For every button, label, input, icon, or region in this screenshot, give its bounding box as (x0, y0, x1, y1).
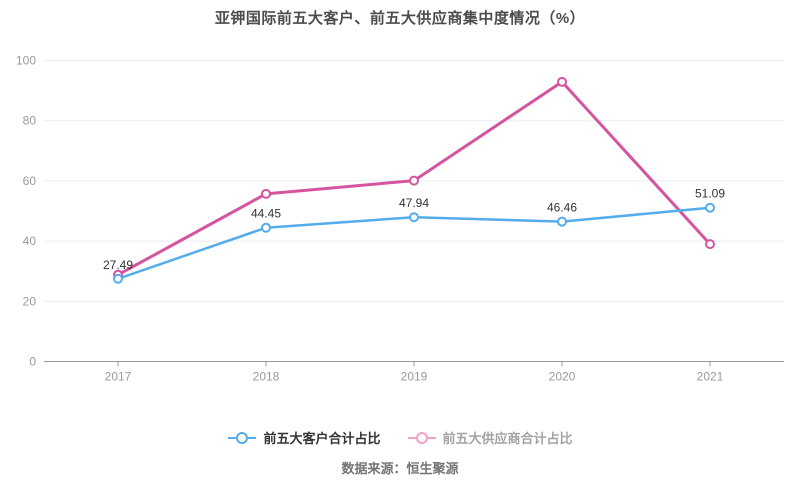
y-axis-tick-label: 0 (29, 355, 36, 369)
legend-line-marker-icon (228, 431, 257, 444)
data-label: 27.49 (103, 258, 133, 272)
line-chart: 0 20 40 60 80 100 2017 2018 2019 2020 2021 27.49 44.… (16, 54, 784, 384)
legend-line-marker-icon (407, 431, 436, 444)
legend-item-customers[interactable]: 前五大客户合计占比 (227, 428, 381, 447)
data-point[interactable] (113, 273, 123, 284)
x-axis-label: 2017 (105, 370, 132, 384)
data-point[interactable] (261, 188, 271, 199)
y-axis-tick-label: 60 (23, 174, 37, 188)
data-label: 51.09 (695, 187, 725, 201)
data-point[interactable] (409, 212, 419, 223)
data-point[interactable] (261, 222, 271, 233)
y-axis-tick-label: 40 (23, 234, 37, 248)
y-axis-tick-label: 80 (23, 114, 37, 128)
x-axis-label: 2021 (697, 370, 724, 384)
data-point[interactable] (557, 216, 567, 227)
data-point[interactable] (557, 76, 567, 87)
chart-title: 亚钾国际前五大客户、前五大供应商集中度情况（%） (214, 10, 586, 27)
data-label: 46.46 (547, 201, 577, 215)
data-source-text: 数据来源：恒生聚源 (341, 461, 459, 476)
data-point[interactable] (705, 202, 715, 213)
legend-label-suppliers: 前五大供应商合计占比 (442, 431, 573, 446)
y-axis-tick-label: 100 (16, 54, 36, 68)
x-axis-label: 2019 (401, 370, 428, 384)
x-axis-label: 2020 (549, 370, 576, 384)
legend-label-customers: 前五大客户合计占比 (263, 431, 381, 446)
data-point[interactable] (705, 239, 715, 250)
data-label: 47.94 (399, 196, 429, 210)
y-axis-tick-label: 20 (23, 294, 37, 308)
x-axis-label: 2018 (253, 370, 280, 384)
data-label: 44.45 (251, 207, 281, 221)
chart-legend: 前五大客户合计占比 前五大供应商合计占比 (0, 428, 800, 447)
data-point[interactable] (409, 175, 419, 186)
legend-item-suppliers[interactable]: 前五大供应商合计占比 (407, 428, 573, 447)
